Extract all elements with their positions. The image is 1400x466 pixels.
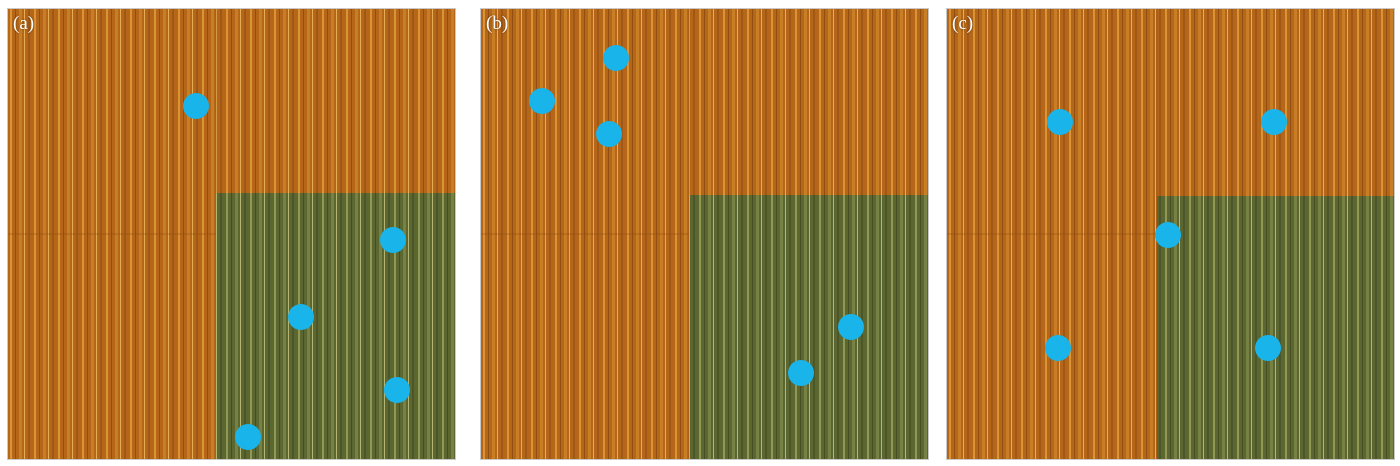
panel-label: (c) [952,13,974,34]
panel-label: (a) [13,13,35,34]
panel-label: (b) [486,13,509,34]
marker-dot [288,304,314,330]
panel-c: (c) [946,8,1395,460]
panel-b: (b) [480,8,929,460]
marker-dot [384,377,410,403]
marker-dot [1047,109,1073,135]
marker-dot [1045,335,1071,361]
marker-dot [788,360,814,386]
marker-dot [529,88,555,114]
marker-dot [380,227,406,253]
marker-dot [603,45,629,71]
marker-dot [1255,335,1281,361]
marker-dot [838,314,864,340]
marker-dot [1155,222,1181,248]
marker-dot [1261,109,1287,135]
marker-dot [235,424,261,450]
marker-dot [596,121,622,147]
marker-dot [183,93,209,119]
wood-texture-b [481,9,928,459]
panel-a: (a) [7,8,456,460]
